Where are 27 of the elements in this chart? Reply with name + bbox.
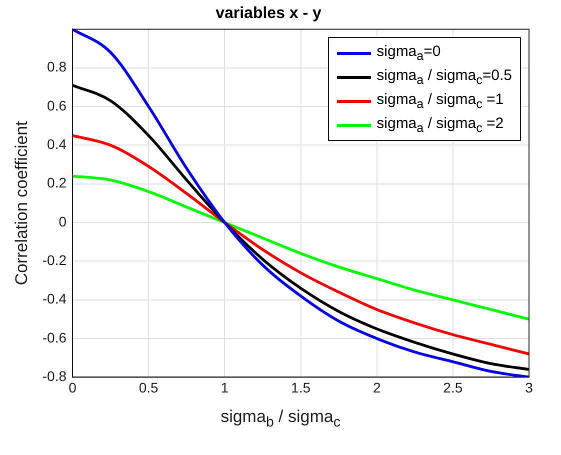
line-series — [72, 29, 529, 378]
x-tick-label: 0 — [68, 379, 77, 396]
x-axis-title: sigma$_{b}$ / sigma$_{c}$ — [220, 407, 342, 431]
x-tick-label: 1.5 — [291, 379, 311, 396]
x-tick-label: 3 — [525, 379, 534, 396]
chart-title: variables x - y — [216, 5, 322, 22]
y-tick-label: 0.4 — [47, 136, 67, 152]
line-series — [72, 134, 529, 356]
x-tick-label: 0.5 — [138, 379, 159, 396]
legend-label: sigma$_{a}$ / sigma$_{c}$ =1 — [376, 91, 504, 112]
x-tick-label: 2 — [372, 379, 381, 396]
line-series — [72, 84, 529, 371]
y-tick-label: 0.8 — [47, 58, 67, 75]
y-tick-label: -0.2 — [42, 252, 67, 268]
y-tick-label: 0.2 — [47, 174, 67, 191]
y-axis-title: Correlation coefficient — [12, 120, 31, 286]
y-tick-label: 0 — [58, 213, 67, 230]
legend-label: sigma$_{a}$=0 — [376, 43, 441, 64]
x-tick-label: 2.5 — [443, 379, 463, 396]
y-tick-label: -0.6 — [42, 329, 67, 346]
y-tick-label: -0.4 — [42, 290, 67, 307]
line-series — [72, 174, 529, 321]
x-tick-label: 1 — [220, 379, 229, 396]
y-tick-label: -0.8 — [42, 368, 67, 384]
legend-label: sigma$_{a}$ / sigma$_{c}$ =2 — [376, 115, 504, 136]
y-tick-label: 0.6 — [47, 97, 67, 114]
legend-label: sigma$_{a}$ / sigma$_{c}$=0.5 — [376, 67, 512, 88]
